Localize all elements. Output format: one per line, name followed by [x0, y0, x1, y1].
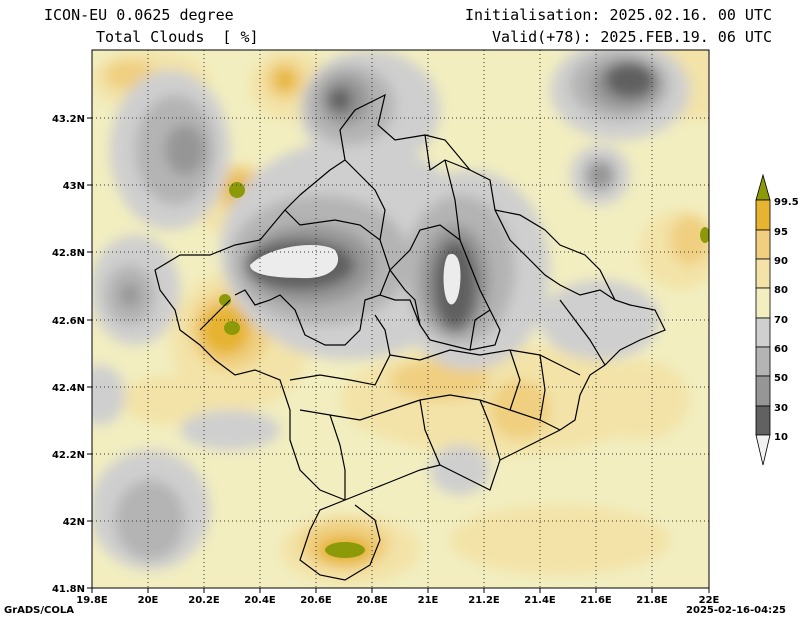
colorbar-label: 50 — [774, 373, 788, 384]
lat-label: 41.8N — [52, 584, 85, 595]
colorbar-label: 60 — [774, 344, 788, 355]
overcast-patch — [229, 182, 245, 198]
initialisation-time: Initialisation: 2025.02.16. 00 UTC — [464, 6, 772, 24]
region-border — [469, 309, 491, 351]
lat-label: 42N — [63, 517, 85, 528]
credit-label: GrADS/COLA — [4, 605, 74, 616]
region-border — [329, 414, 346, 500]
colorbar-label: 10 — [774, 432, 788, 443]
model-title: ICON-EU 0.0625 degree — [44, 6, 234, 24]
axis-ticks — [87, 117, 710, 593]
region-border — [199, 299, 231, 331]
lat-label: 43N — [63, 181, 85, 192]
country-border — [389, 224, 501, 351]
cloud-field — [92, 50, 709, 588]
overcast-patch — [325, 542, 365, 558]
region-border — [299, 394, 561, 431]
colorbar-label: 70 — [774, 315, 788, 326]
lat-label: 42.4N — [52, 383, 85, 394]
colorbar-label: 90 — [774, 256, 788, 267]
region-border — [539, 354, 546, 421]
colorbar-swatch — [755, 199, 771, 231]
colorbar-labels: 99.5 95 90 80 70 60 50 30 10 — [774, 197, 799, 443]
colorbar-label: 80 — [774, 285, 788, 296]
overcast-patch — [219, 294, 231, 306]
graticule — [92, 50, 709, 588]
longitude-labels: 19.8E 20E 20.2E 20.4E 20.6E 20.8E 21E 21… — [76, 595, 719, 606]
lat-label: 42.2N — [52, 450, 85, 461]
region-border — [379, 294, 421, 326]
region-border — [559, 299, 606, 366]
country-border — [234, 209, 391, 346]
colorbar-swatch — [755, 229, 771, 260]
map-frame — [91, 49, 710, 589]
country-border — [154, 194, 346, 501]
colorbar-swatch — [755, 258, 771, 289]
region-border — [289, 314, 391, 386]
lon-label: 21E — [418, 595, 439, 606]
latitude-labels: 43.2N 43N 42.8N 42.6N 42.4N 42.2N 42N 41… — [52, 114, 85, 595]
colorbar-swatch — [755, 375, 771, 407]
lon-label: 19.8E — [76, 595, 108, 606]
colorbar-label: 30 — [774, 403, 788, 414]
region-border — [444, 159, 461, 241]
lon-label: 20.4E — [244, 595, 276, 606]
variable-title: Total Clouds [ %] — [96, 28, 259, 46]
lon-label: 20.8E — [356, 595, 388, 606]
region-border — [479, 399, 501, 461]
lon-label: 20.6E — [300, 595, 332, 606]
region-border — [344, 159, 386, 241]
colorbar-label: 95 — [774, 227, 788, 238]
colorbar-swatch — [755, 405, 771, 436]
colorbar-swatch — [755, 287, 771, 319]
country-border — [299, 93, 666, 581]
region-border — [494, 209, 616, 301]
colorbar-swatch — [755, 317, 771, 348]
colorbar-cap-top — [755, 173, 771, 201]
lon-label: 20E — [138, 595, 159, 606]
lat-label: 42.6N — [52, 316, 85, 327]
lat-label: 42.8N — [52, 248, 85, 259]
overcast-patch — [224, 321, 240, 335]
lon-label: 20.2E — [188, 595, 220, 606]
lon-label: 21.2E — [468, 595, 500, 606]
colorbar-cap-bottom — [755, 434, 771, 466]
region-border — [424, 134, 471, 171]
valid-time: Valid(+78): 2025.FEB.19. 06 UTC — [492, 28, 772, 46]
borders — [154, 93, 666, 581]
region-border — [509, 349, 521, 411]
lat-label: 43.2N — [52, 114, 85, 125]
clear-patch-east — [443, 254, 461, 305]
lon-label: 21.8E — [636, 595, 668, 606]
colorbar-label: 99.5 — [774, 197, 799, 208]
colorbar-swatch — [755, 346, 771, 377]
lon-label: 21.6E — [580, 595, 612, 606]
region-border — [389, 349, 581, 376]
overcast-patch — [700, 227, 709, 243]
colorbar — [755, 173, 771, 466]
lon-label: 21.4E — [524, 595, 556, 606]
region-border — [419, 399, 441, 466]
lon-label: 22E — [699, 595, 720, 606]
clear-patch-west — [250, 245, 339, 279]
render-timestamp: 2025-02-16-04:25 — [686, 605, 786, 616]
